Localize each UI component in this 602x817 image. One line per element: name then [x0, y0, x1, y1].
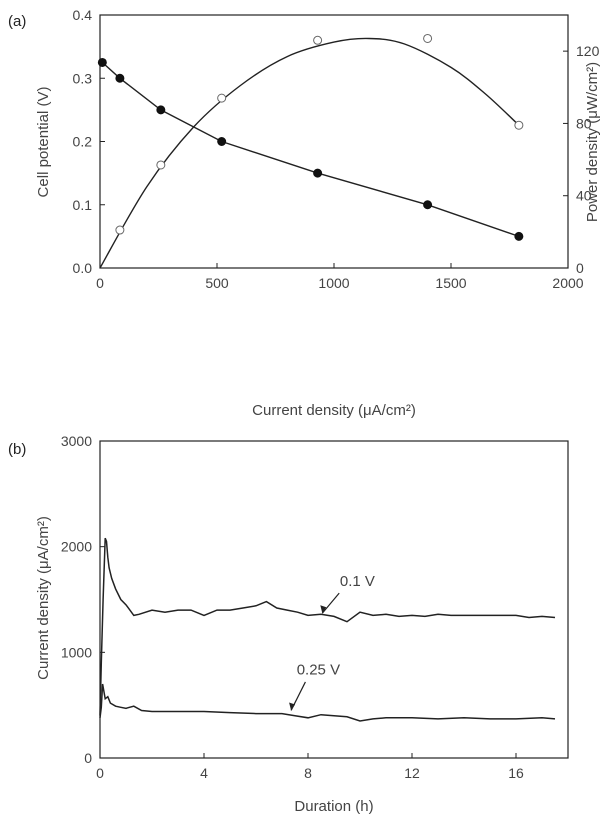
panel-b-arrow-0-1v — [321, 592, 340, 614]
panel-b-x-tick-label: 4 — [200, 765, 208, 781]
panel-b-y-tick-label: 1000 — [61, 644, 92, 660]
panel-a-potential-point — [423, 200, 433, 210]
panel-a-potential-point — [514, 231, 524, 241]
panel-a-y-tick-label: 0.2 — [73, 134, 93, 150]
panel-b-arrowhead-0-1v — [320, 605, 327, 614]
panel-a-y-axis-label: Cell potential (V) — [35, 87, 52, 198]
panel-a-label: (a) — [8, 13, 26, 30]
panel-b-y-tick-label: 2000 — [61, 539, 92, 555]
panel-a-power-point — [156, 160, 166, 170]
panel-a-x-tick-label: 0 — [96, 275, 104, 291]
panel-a-y2-tick-label: 40 — [576, 188, 592, 204]
panel-a-curves — [99, 37, 520, 269]
panel-b: (b) 0 4 8 12 16 0 1000 2000 3000 0.1 V 0.25 V Dur… — [8, 433, 569, 815]
panel-b-curves — [99, 537, 556, 722]
panel-b-label: (b) — [8, 441, 26, 458]
panel-b-label-0-1v: 0.1 V — [340, 573, 375, 590]
panel-a-potential-point — [115, 73, 125, 83]
panel-a-x-tick-label: 2000 — [552, 275, 583, 291]
panel-b-x-tick-label: 0 — [96, 765, 104, 781]
panel-a-power-point — [217, 93, 227, 103]
panel-a-y-tick-label: 0.3 — [73, 70, 93, 86]
panel-a-ticks: 0 500 1000 1500 2000 0.0 0.1 0.2 0.3 0.4 0 40 80 120 — [73, 7, 600, 291]
panel-a-power-point — [423, 33, 433, 43]
panel-a-potential-point — [156, 105, 166, 115]
panel-a-y2-axis-label: Power density (μW/cm²) — [584, 62, 601, 222]
panel-a: (a) 0 500 1000 1500 2000 0.0 0.1 0.2 0.3 0.4 0 40 80… — [8, 7, 601, 419]
panel-a-y2-tick-label: 80 — [576, 115, 592, 131]
panel-a-y2-tick-label: 120 — [576, 43, 600, 59]
panel-a-x-axis-label: Current density (μA/cm²) — [252, 402, 416, 419]
panel-a-x-tick-label: 500 — [205, 275, 229, 291]
panel-b-x-tick-label: 16 — [508, 765, 524, 781]
panel-a-plot-frame — [99, 14, 569, 269]
panel-a-y-tick-label: 0.0 — [73, 260, 93, 276]
panel-b-label-0-25v: 0.25 V — [297, 662, 340, 679]
panel-a-y-tick-label: 0.1 — [73, 197, 93, 213]
panel-a-potential-point — [217, 137, 227, 146]
panel-a-x-tick-label: 1000 — [318, 275, 349, 291]
panel-a-power-curve — [99, 37, 520, 269]
panel-b-x-tick-label: 8 — [304, 765, 312, 781]
panel-b-ticks: 0 4 8 12 16 0 1000 2000 3000 — [61, 433, 524, 781]
panel-a-power-point — [115, 225, 125, 235]
panel-b-x-axis-label: Duration (h) — [294, 798, 373, 815]
panel-b-trace-0-1v — [99, 537, 556, 716]
panel-b-trace-0-25v — [99, 683, 556, 722]
panel-b-y-tick-label: 3000 — [61, 433, 92, 449]
panel-a-power-point — [313, 35, 323, 45]
panel-b-annotations: 0.1 V 0.25 V — [289, 573, 375, 711]
panel-a-points — [97, 33, 524, 241]
panel-a-x-tick-label: 1500 — [435, 275, 466, 291]
panel-b-y-axis-label: Current density (μA/cm²) — [35, 516, 52, 680]
panel-b-plot-frame — [99, 440, 569, 759]
panel-a-potential-point — [97, 57, 107, 67]
panel-a-potential-point — [313, 168, 323, 178]
panel-a-y2-tick-label: 0 — [576, 260, 584, 276]
panel-a-power-point — [514, 120, 524, 130]
panel-b-x-tick-label: 12 — [404, 765, 420, 781]
panel-a-potential-curve — [101, 61, 520, 238]
panel-b-arrowhead-0-25v — [289, 702, 296, 711]
panel-b-y-tick-label: 0 — [84, 750, 92, 766]
panel-a-y-tick-label: 0.4 — [73, 7, 93, 23]
